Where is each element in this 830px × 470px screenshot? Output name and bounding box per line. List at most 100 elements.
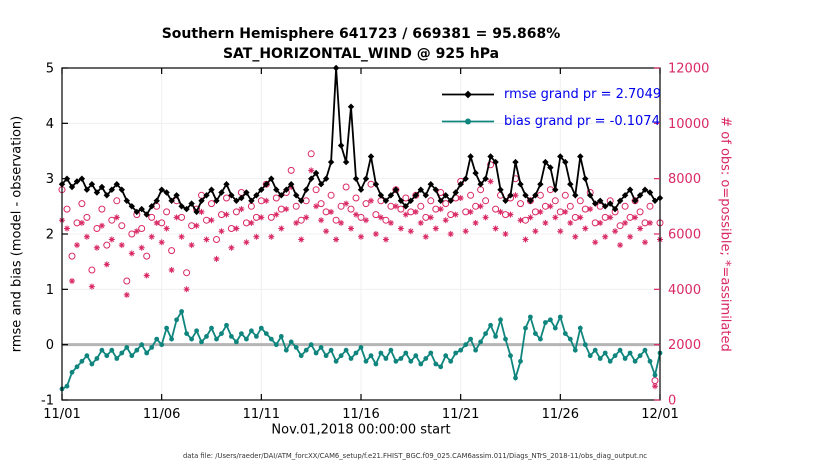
data-file-path: data file: /Users/raeder/DAI/ATM_forcXX/…	[182, 452, 648, 460]
bias-marker	[293, 345, 299, 350]
bias-marker	[74, 364, 80, 370]
bias-marker	[538, 336, 543, 342]
bias-marker	[298, 353, 304, 359]
possible-obs-marker	[138, 225, 146, 232]
y-tick-label-left: 2	[46, 228, 54, 243]
bias-marker	[149, 345, 155, 350]
bias-marker	[607, 358, 613, 364]
x-tick-label: 11/26	[542, 407, 579, 422]
bias-marker	[373, 361, 379, 367]
possible-obs-marker	[297, 216, 305, 224]
possible-obs-marker	[118, 222, 126, 230]
x-tick-label: 12/01	[641, 407, 678, 422]
x-tick-label: 11/01	[43, 407, 80, 422]
bias-marker	[533, 331, 538, 336]
bias-marker	[483, 331, 488, 336]
bias-marker	[557, 314, 563, 320]
legend-label-rmse: rmse grand pr = 2.7049	[504, 87, 662, 102]
possible-obs-marker	[482, 197, 490, 205]
possible-obs-marker	[576, 197, 584, 205]
bias-marker	[214, 336, 219, 342]
bias-marker	[219, 331, 224, 336]
possible-obs-marker	[163, 208, 171, 216]
possible-obs-marker	[551, 197, 559, 205]
bias-marker	[318, 345, 324, 350]
possible-obs-marker	[342, 183, 350, 191]
bias-marker	[622, 356, 628, 361]
bias-marker	[139, 342, 145, 348]
bias-marker	[508, 353, 513, 359]
bias-marker	[154, 336, 160, 342]
bias-marker	[642, 347, 648, 353]
bias-marker	[597, 356, 603, 361]
bias-marker	[239, 331, 244, 336]
possible-obs-marker	[382, 216, 390, 224]
bias-marker	[268, 336, 274, 342]
bias-marker	[513, 375, 518, 381]
possible-obs-marker	[68, 252, 76, 260]
bias-marker	[548, 317, 553, 323]
bias-marker	[204, 334, 209, 339]
bias-marker	[632, 358, 638, 364]
possible-obs-marker	[646, 202, 654, 210]
bias-marker	[338, 353, 344, 359]
y-tick-label-right: 8000	[668, 172, 701, 187]
bias-marker	[333, 358, 339, 364]
bias-marker	[463, 342, 469, 348]
possible-obs-marker	[247, 202, 255, 210]
bias-marker	[129, 353, 135, 359]
left-axis-label: rmse and bias (model - observation)	[9, 115, 25, 353]
bias-marker	[448, 358, 454, 364]
y-tick-label-right: 0	[668, 394, 676, 409]
bias-marker	[283, 347, 289, 353]
bias-marker	[543, 320, 548, 325]
bias-marker	[468, 336, 473, 342]
bias-marker	[263, 331, 269, 336]
possible-obs-marker	[332, 216, 340, 224]
y-tick-label-left: 5	[46, 62, 54, 77]
bias-marker	[572, 347, 578, 353]
bias-marker	[358, 345, 364, 350]
bias-marker	[94, 356, 100, 361]
bias-marker	[234, 339, 239, 345]
bias-marker	[84, 353, 90, 359]
bias-marker	[528, 314, 533, 320]
possible-obs-marker	[143, 252, 151, 260]
bias-marker	[273, 342, 279, 348]
possible-obs-marker	[78, 200, 86, 208]
bias-marker	[224, 322, 229, 328]
rmse-sample-diamond-icon	[464, 90, 472, 99]
bias-marker	[398, 356, 404, 361]
possible-obs-marker	[312, 186, 320, 194]
chart-subtitle: SAT_HORIZONTAL_WIND @ 925 hPa	[222, 46, 500, 62]
bias-marker	[428, 350, 434, 356]
bias-marker	[134, 347, 140, 353]
bias-marker	[254, 334, 259, 339]
bias-marker	[323, 353, 329, 359]
possible-obs-marker	[267, 213, 275, 221]
rmse-markers	[58, 64, 664, 218]
bias-marker	[378, 350, 384, 356]
possible-obs-marker	[566, 202, 574, 210]
possible-obs-marker	[517, 200, 524, 208]
right-axis-label: # of obs: o=possible; *=assimilated	[717, 116, 733, 352]
y-tick-label-left: 1	[46, 283, 54, 298]
bias-marker	[582, 342, 588, 348]
possible-obs-marker	[103, 241, 111, 249]
possible-obs-marker	[636, 208, 644, 216]
bias-marker	[244, 336, 249, 342]
bias-marker	[438, 364, 444, 370]
possible-obs-marker	[83, 213, 91, 221]
bias-marker	[433, 361, 439, 367]
possible-obs-marker	[487, 161, 495, 169]
possible-obs-marker	[88, 266, 96, 274]
bias-marker	[443, 353, 449, 359]
y-tick-label-left: 4	[46, 117, 54, 132]
bias-marker	[64, 383, 70, 389]
bias-marker	[353, 350, 359, 356]
bias-marker	[109, 347, 115, 353]
possible-obs-marker	[467, 191, 475, 199]
bias-marker	[567, 336, 573, 342]
y-tick-label-right: 10000	[668, 117, 709, 132]
bias-marker	[69, 369, 75, 375]
